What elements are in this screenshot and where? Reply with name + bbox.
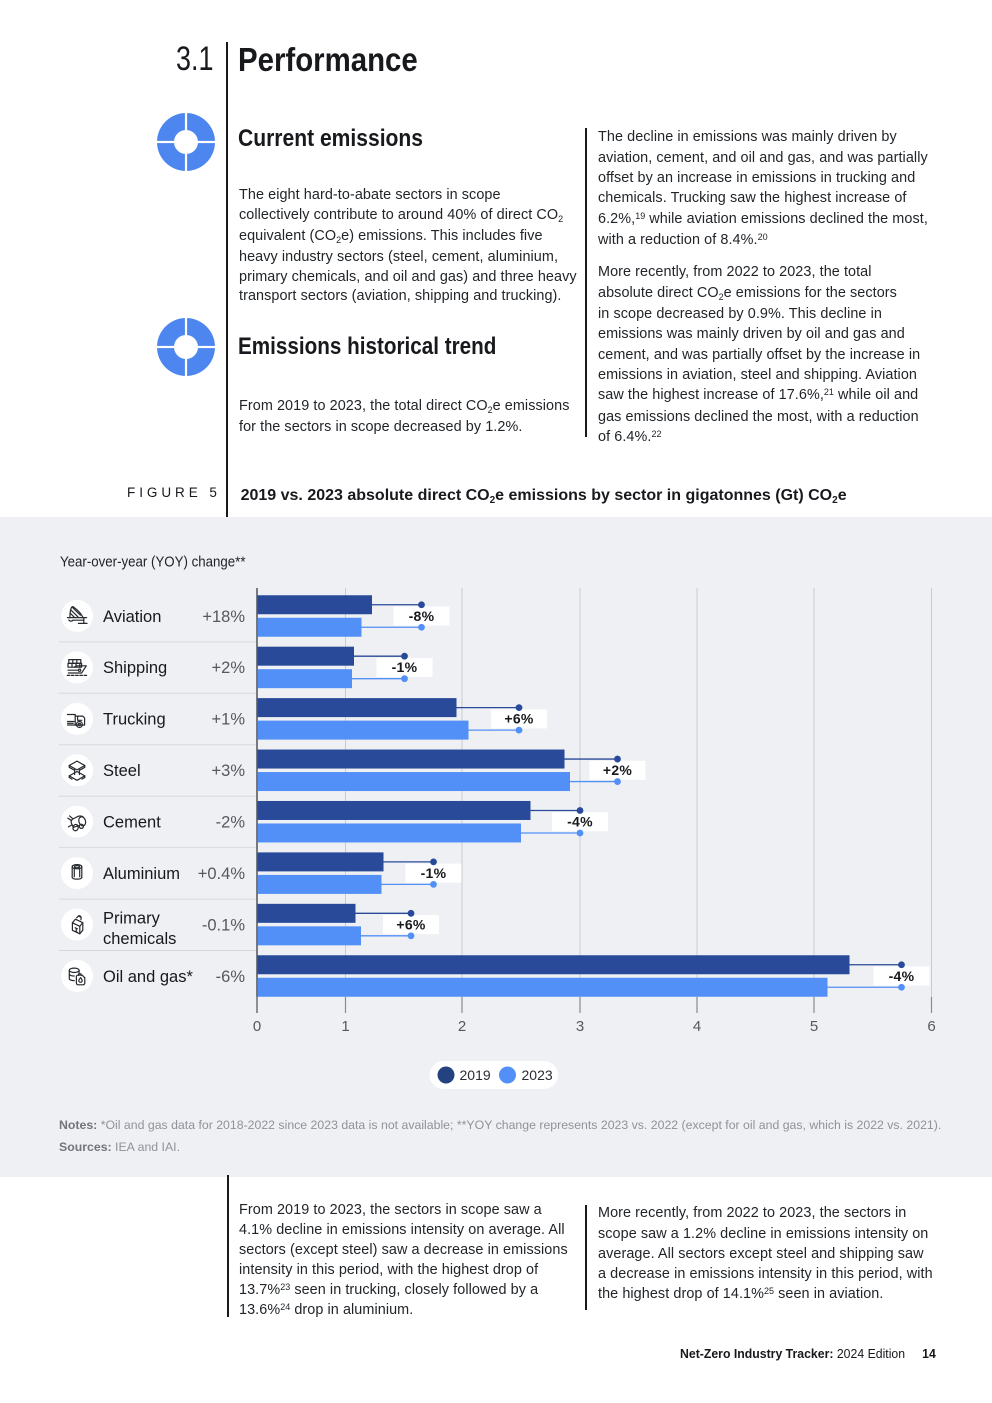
svg-text:Primary: Primary	[103, 909, 161, 927]
svg-text:-4%: -4%	[889, 968, 915, 984]
svg-text:Oil and gas*: Oil and gas*	[103, 968, 193, 986]
svg-text:Shipping: Shipping	[103, 659, 167, 677]
svg-text:+18%: +18%	[202, 608, 245, 626]
svg-text:+1%: +1%	[212, 711, 246, 729]
svg-text:-8%: -8%	[409, 608, 435, 624]
svg-text:4: 4	[693, 1018, 701, 1035]
svg-text:-0.1%: -0.1%	[202, 916, 245, 934]
svg-text:-4%: -4%	[567, 814, 593, 830]
svg-text:Cement: Cement	[103, 814, 161, 832]
svg-text:Trucking: Trucking	[103, 711, 166, 729]
svg-text:-2%: -2%	[216, 814, 246, 832]
svg-text:Steel: Steel	[103, 762, 141, 780]
svg-text:Sources: IEA and IAI.: Sources: IEA and IAI.	[59, 1140, 180, 1154]
svg-text:3: 3	[576, 1018, 584, 1035]
svg-text:+6%: +6%	[396, 916, 426, 932]
svg-text:+2%: +2%	[212, 659, 246, 677]
svg-text:Notes: *Oil and gas data for 2: Notes: *Oil and gas data for 2018-2022 s…	[59, 1118, 941, 1132]
svg-text:-1%: -1%	[392, 659, 418, 675]
svg-text:+2%: +2%	[603, 762, 633, 778]
svg-text:Aluminium: Aluminium	[103, 865, 180, 883]
svg-text:chemicals: chemicals	[103, 930, 176, 948]
svg-text:+6%: +6%	[504, 711, 534, 727]
svg-text:1: 1	[341, 1018, 349, 1035]
svg-text:0: 0	[253, 1018, 261, 1035]
svg-text:2: 2	[458, 1018, 466, 1035]
svg-text:-6%: -6%	[216, 968, 246, 986]
svg-text:+0.4%: +0.4%	[198, 865, 246, 883]
svg-text:Year-over-year (YOY) change**: Year-over-year (YOY) change**	[60, 554, 246, 571]
svg-text:2023: 2023	[522, 1067, 553, 1083]
svg-text:5: 5	[810, 1018, 818, 1035]
svg-text:6: 6	[927, 1018, 935, 1035]
svg-text:-1%: -1%	[421, 865, 447, 881]
svg-text:Aviation: Aviation	[103, 608, 161, 626]
svg-text:2019: 2019	[460, 1067, 491, 1083]
svg-text:+3%: +3%	[212, 762, 246, 780]
